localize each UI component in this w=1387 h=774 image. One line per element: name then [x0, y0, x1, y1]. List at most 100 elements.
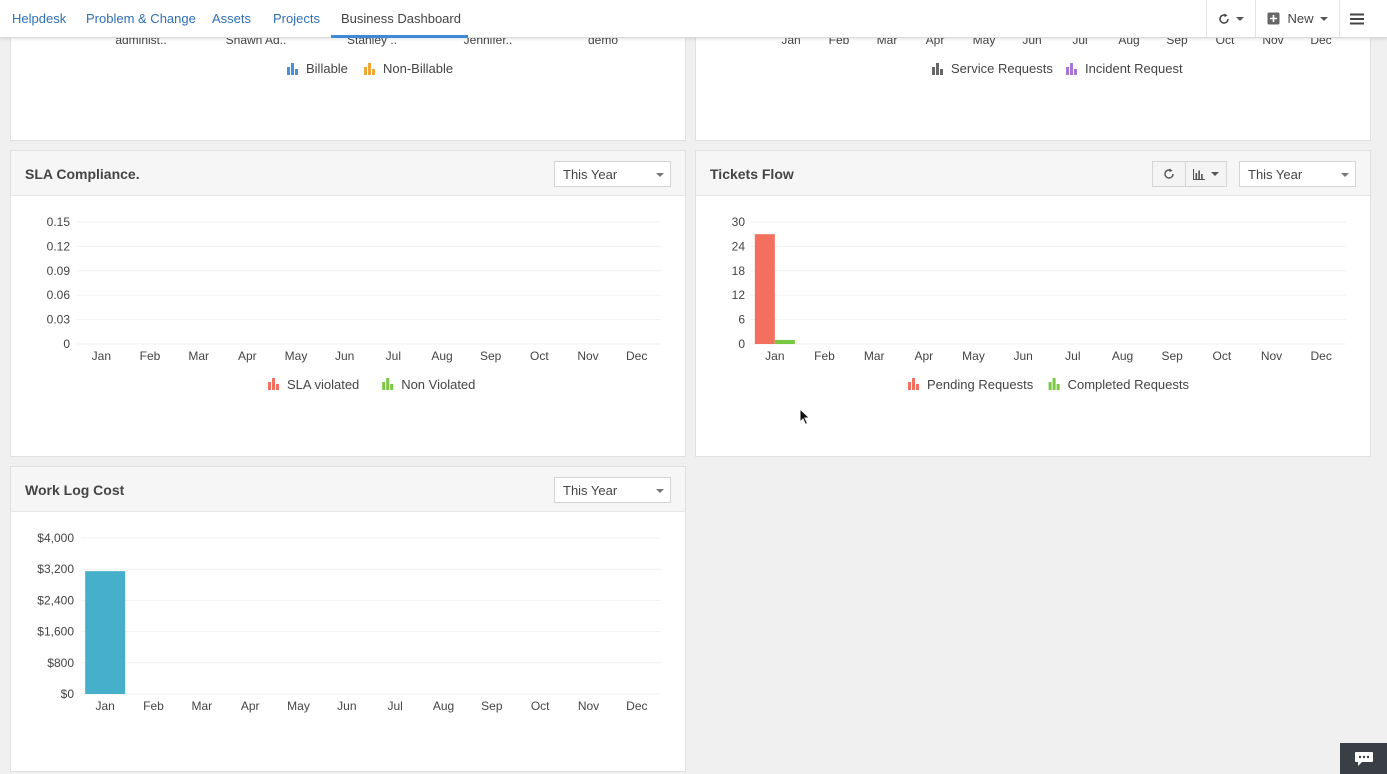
chevron-down-icon: [1341, 173, 1349, 177]
refresh-icon: [1219, 13, 1229, 24]
chevron-down-icon: [656, 173, 664, 177]
x-tick-label: Nov: [1261, 349, 1282, 363]
x-tick-label: Sep: [1161, 349, 1183, 363]
panel-title: Tickets Flow: [710, 166, 794, 182]
legend-service-requests[interactable]: Service Requests: [932, 61, 1053, 76]
x-tick-label: Apr: [914, 349, 933, 363]
legend-billable[interactable]: Billable: [287, 61, 348, 76]
new-button[interactable]: New: [1256, 0, 1339, 37]
y-tick-label: 0.15: [47, 215, 71, 229]
plus-square-icon: [1267, 12, 1280, 25]
x-tick-label: Feb: [140, 349, 161, 363]
chat-bubble-icon: [1354, 751, 1373, 766]
x-tick-label: Apr: [238, 349, 257, 363]
x-tick-label: Jul: [386, 349, 401, 363]
x-tick-label: Aug: [433, 699, 454, 713]
x-tick-label: Jun: [337, 699, 356, 713]
x-tick-label: Dec: [626, 349, 647, 363]
x-tick-label: Nov: [578, 699, 599, 713]
sla-period-value: This Year: [563, 167, 618, 182]
chart-type-dropdown[interactable]: [1185, 161, 1227, 187]
work-log-cost-chart: $4,000 $3,200 $2,400 $1,600 $800 $0 Jan Feb Mar A…: [37, 531, 661, 713]
y-tick-label: 0: [63, 337, 70, 351]
x-tick-label: May: [962, 349, 985, 363]
tickets-period-value: This Year: [1248, 167, 1303, 182]
svg-text:Non Violated: Non Violated: [401, 377, 475, 392]
menu-button[interactable]: [1340, 0, 1374, 37]
sla-compliance-panel: SLA Compliance. This Year 0.15 0.12 0.09 0.…: [10, 150, 686, 457]
chat-button[interactable]: [1340, 743, 1387, 774]
bar[interactable]: [85, 571, 126, 694]
x-tick-label: Feb: [814, 349, 835, 363]
y-tick-label: $1,600: [37, 625, 74, 639]
x-tick-label: Dec: [626, 699, 647, 713]
bar[interactable]: [774, 339, 795, 344]
x-tick-label: Jul: [387, 699, 402, 713]
requests-chart-panel: Jan Feb Mar Apr May Jun Jul Aug Sep Oct …: [695, 20, 1371, 141]
tab-projects[interactable]: Projects: [273, 11, 320, 26]
x-tick-label: Aug: [431, 349, 452, 363]
svg-text:Non-Billable: Non-Billable: [383, 61, 453, 76]
x-tick-label: Aug: [1112, 349, 1133, 363]
top-navigation: Helpdesk Problem & Change Assets Project…: [0, 0, 1387, 38]
x-tick-label: Oct: [1212, 349, 1231, 363]
mouse-cursor-icon: [799, 408, 811, 426]
x-tick-label: Apr: [241, 699, 260, 713]
tab-problem-change[interactable]: Problem & Change: [86, 11, 196, 26]
y-tick-label: $0: [61, 687, 75, 701]
x-tick-label: Mar: [188, 349, 209, 363]
x-tick-label: Jan: [95, 699, 114, 713]
legend-item[interactable]: Completed Requests: [1048, 377, 1190, 392]
worklog-period-value: This Year: [563, 483, 618, 498]
tab-business-dashboard[interactable]: Business Dashboard: [341, 11, 461, 26]
x-tick-label: May: [287, 699, 310, 713]
y-tick-label: 0.09: [47, 264, 71, 278]
worklog-period-select[interactable]: This Year: [554, 477, 671, 503]
svg-text:Pending Requests: Pending Requests: [927, 377, 1034, 392]
legend-non-billable[interactable]: Non-Billable: [364, 61, 453, 76]
legend-item[interactable]: Pending Requests: [908, 377, 1034, 392]
toolbar-divider: [1339, 0, 1340, 37]
toolbar-divider: [1255, 0, 1256, 37]
legend-incident-request[interactable]: Incident Request: [1066, 61, 1183, 76]
x-tick-label: Jan: [92, 349, 111, 363]
x-tick-label: Feb: [143, 699, 164, 713]
tickets-refresh-button[interactable]: [1152, 161, 1186, 187]
x-tick-label: Jun: [1013, 349, 1032, 363]
legend-item[interactable]: SLA violated: [268, 377, 359, 392]
chevron-down-icon: [656, 489, 664, 493]
refresh-icon: [1164, 168, 1174, 179]
toolbar-divider: [1206, 0, 1207, 37]
x-tick-label: Oct: [531, 699, 550, 713]
x-tick-label: Jul: [1065, 349, 1080, 363]
refresh-dropdown-button[interactable]: [1207, 0, 1255, 37]
panel-header: Tickets Flow This Year: [696, 151, 1370, 196]
y-tick-label: 30: [732, 215, 746, 229]
bar[interactable]: [754, 234, 775, 344]
y-tick-label: 24: [732, 239, 746, 253]
panel-title: SLA Compliance.: [25, 166, 140, 182]
y-tick-label: 18: [732, 264, 746, 278]
y-tick-label: 0.06: [47, 288, 71, 302]
panel-header: SLA Compliance. This Year: [11, 151, 685, 196]
new-button-label: New: [1287, 11, 1314, 26]
tickets-flow-panel: Tickets Flow This Year 30 24 18 12 6 0 Jan Feb M…: [695, 150, 1371, 457]
tickets-period-select[interactable]: This Year: [1239, 161, 1356, 187]
svg-text:Service Requests: Service Requests: [951, 61, 1053, 76]
tab-assets[interactable]: Assets: [212, 11, 252, 26]
y-tick-label: 6: [738, 313, 745, 327]
panel-header: Work Log Cost This Year: [11, 467, 685, 512]
svg-text:Billable: Billable: [306, 61, 348, 76]
legend-item[interactable]: Non Violated: [382, 377, 475, 392]
svg-text:Incident Request: Incident Request: [1085, 61, 1183, 76]
sla-period-select[interactable]: This Year: [554, 161, 671, 187]
chevron-down-icon: [1319, 16, 1328, 21]
x-tick-label: Mar: [864, 349, 885, 363]
billable-chart-panel: administ.. Shawn Ad.. Stanley .. Jennife…: [10, 20, 686, 141]
x-tick-label: Dec: [1310, 349, 1331, 363]
x-tick-label: Jan: [765, 349, 784, 363]
svg-text:Completed Requests: Completed Requests: [1068, 377, 1190, 392]
tab-helpdesk[interactable]: Helpdesk: [12, 11, 67, 26]
x-tick-label: May: [285, 349, 308, 363]
hamburger-menu-icon: [1350, 13, 1364, 24]
